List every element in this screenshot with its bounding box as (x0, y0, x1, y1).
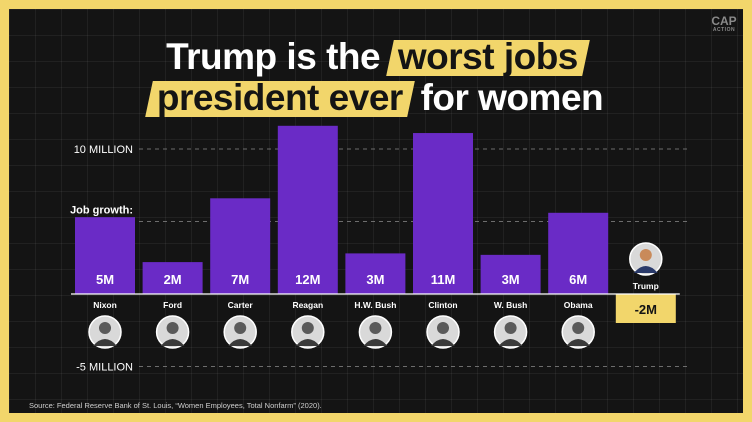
chart-card: Trump is the worst jobs president ever f… (9, 9, 743, 413)
category-label: Reagan (292, 300, 323, 310)
avatar-head-shape (99, 322, 111, 334)
avatar-body-shape (566, 339, 591, 346)
category-label: Obama (564, 300, 593, 310)
bar (75, 217, 135, 294)
category-label: Clinton (428, 300, 457, 310)
avatar-body-shape (363, 339, 388, 346)
title-plain-text: Trump is the (166, 36, 381, 77)
title-highlight-text: president ever (149, 78, 411, 118)
bar-negative (615, 294, 676, 323)
title-highlight-text: worst jobs (390, 37, 586, 77)
avatar-body-shape (295, 339, 320, 346)
category-label: Carter (228, 300, 254, 310)
data-label: 6M (569, 272, 587, 287)
avatar-head-shape (301, 322, 314, 334)
y-tick-label: 10 MILLION (74, 144, 133, 156)
bar (142, 262, 203, 294)
avatar-body-shape (93, 339, 117, 346)
bar (413, 133, 473, 294)
data-label: 3M (502, 272, 520, 287)
avatar-head-shape (234, 322, 247, 334)
avatar-head-shape (437, 322, 449, 334)
data-label: 5M (96, 272, 114, 287)
data-label: 3M (366, 272, 384, 287)
avatar-body-shape (160, 339, 185, 346)
avatar-body-shape (228, 339, 253, 346)
category-label: Nixon (93, 300, 117, 310)
data-label: 12M (295, 272, 320, 287)
title-plain-text: for women (420, 77, 604, 118)
category-label: Trump (633, 281, 659, 291)
chart-title-line-1: Trump is the worst jobs (9, 37, 743, 77)
avatar-head-shape (639, 249, 652, 261)
category-label: Ford (163, 300, 182, 310)
avatar-head-shape (166, 322, 179, 334)
avatar-head-shape (369, 322, 382, 334)
y-axis-label: Job growth: (70, 205, 133, 217)
logo-text: CAP (711, 14, 737, 28)
avatar-body-shape (498, 339, 523, 346)
bar (480, 254, 541, 294)
avatar-head-shape (572, 322, 585, 334)
data-label: -2M (635, 302, 657, 317)
source-note: Source: Federal Reserve Bank of St. Loui… (29, 401, 322, 410)
avatar-body-shape (633, 266, 658, 273)
cap-action-logo: CAP ACTION (707, 15, 741, 49)
avatar-head-shape (504, 322, 517, 334)
data-label: 11M (431, 272, 456, 287)
data-label: 7M (231, 272, 249, 287)
bar (277, 125, 338, 294)
data-label: 2M (164, 272, 182, 287)
avatar-body-shape (431, 339, 455, 346)
bar (548, 212, 609, 294)
category-label: H.W. Bush (354, 300, 396, 310)
logo-subtext: ACTION (712, 27, 736, 33)
bar (345, 253, 406, 294)
chart-title-line-2: president ever for women (9, 78, 743, 118)
y-tick-label: -5 MILLION (76, 362, 133, 374)
category-label: W. Bush (494, 300, 528, 310)
bar (210, 198, 271, 294)
